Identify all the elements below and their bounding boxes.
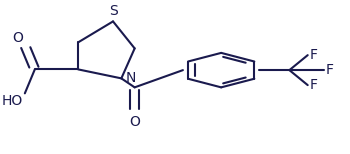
Text: O: O	[129, 115, 140, 129]
Text: HO: HO	[2, 94, 23, 108]
Text: F: F	[326, 63, 334, 77]
Text: O: O	[12, 31, 23, 45]
Text: F: F	[309, 78, 317, 92]
Text: S: S	[108, 4, 117, 18]
Text: F: F	[309, 48, 317, 62]
Text: N: N	[125, 71, 136, 85]
